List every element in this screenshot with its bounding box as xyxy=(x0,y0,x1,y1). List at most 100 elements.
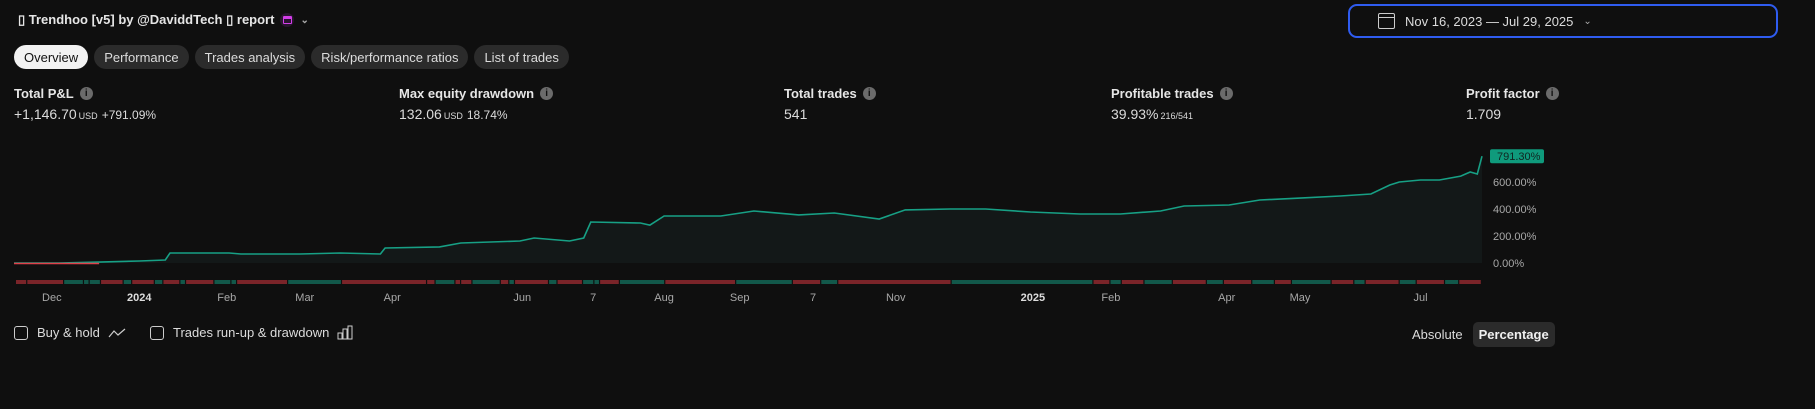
trade-outcome-bar xyxy=(549,280,557,284)
stat-max-drawdown: Max equity drawdown i 132.06 USD 18.74% xyxy=(399,86,554,122)
trade-outcome-bar xyxy=(288,280,341,284)
report-title[interactable]: ▯ Trendhoo [v5] by @DaviddTech ▯ report … xyxy=(18,12,309,28)
trade-outcome-bar xyxy=(1110,280,1121,284)
trade-outcome-bar xyxy=(600,280,619,284)
x-tick-label: Mar xyxy=(295,292,314,304)
trade-outcome-bar xyxy=(951,280,1093,284)
trade-outcome-bar xyxy=(557,280,582,284)
stat-total-trades: Total trades i 541 xyxy=(784,86,876,122)
trade-outcome-bar xyxy=(619,280,665,284)
trade-outcome-bar xyxy=(1206,280,1223,284)
trade-outcome-bar xyxy=(427,280,435,284)
tab-risk-ratios[interactable]: Risk/performance ratios xyxy=(311,45,469,69)
trade-outcome-bar xyxy=(472,280,500,284)
trade-outcome-bar xyxy=(64,280,83,284)
buy-hold-label: Buy & hold xyxy=(37,325,100,340)
date-range-picker[interactable]: Nov 16, 2023 — Jul 29, 2025 ⌄ xyxy=(1348,4,1778,38)
trade-outcome-bar xyxy=(821,280,838,284)
trade-outcome-bar xyxy=(1093,280,1110,284)
stat-label: Max equity drawdown xyxy=(399,86,535,101)
trade-outcome-bar xyxy=(1144,280,1172,284)
x-tick-label: Dec xyxy=(42,292,62,304)
x-tick-label: Apr xyxy=(1218,292,1235,304)
trade-outcome-bar xyxy=(1416,280,1444,284)
x-tick-label: 7 xyxy=(590,292,596,304)
trade-outcome-bar xyxy=(594,280,599,284)
stat-value: 1.709 xyxy=(1466,106,1502,122)
x-tick-label: Jul xyxy=(1414,292,1428,304)
last-value-badge xyxy=(1490,149,1544,164)
trade-outcome-bar xyxy=(435,280,455,284)
chevron-down-icon: ⌄ xyxy=(300,14,309,26)
trade-outcome-bar xyxy=(515,280,548,284)
trade-outcome-bar xyxy=(89,280,100,284)
trade-outcome-bar xyxy=(342,280,426,284)
calendar-icon xyxy=(1378,13,1395,29)
equity-chart[interactable]: 0.00% 200.00% 400.00% 600.00% 791.30% Dec 2024… xyxy=(0,140,1815,310)
stat-unit: USD xyxy=(443,111,463,121)
checkbox[interactable] xyxy=(14,325,28,340)
trade-outcome-bar xyxy=(1365,280,1399,284)
x-tick-label: Feb xyxy=(217,292,236,304)
info-icon[interactable]: i xyxy=(1219,87,1233,100)
info-icon[interactable]: i xyxy=(1545,87,1559,100)
runup-label: Trades run-up & drawdown xyxy=(173,325,330,340)
trade-outcome-bar xyxy=(1399,280,1416,284)
stat-label: Total trades xyxy=(784,86,857,101)
y-tick-label: 400.00% xyxy=(1493,204,1537,216)
trade-outcome-bar xyxy=(1223,280,1252,284)
info-icon[interactable]: i xyxy=(862,87,876,100)
stat-label: Total P&L xyxy=(14,86,74,101)
x-tick-label: Sep xyxy=(730,292,750,304)
line-chart-icon xyxy=(108,328,126,337)
x-tick-label: Nov xyxy=(886,292,906,304)
trade-outcome-bar xyxy=(792,280,821,284)
stat-unit: USD xyxy=(78,111,98,121)
stat-label: Profit factor xyxy=(1466,86,1540,101)
absolute-button[interactable]: Absolute xyxy=(1412,327,1463,342)
runup-drawdown-toggle[interactable]: Trades run-up & drawdown xyxy=(150,325,353,340)
stat-value: 39.93% xyxy=(1111,106,1159,122)
y-tick-label: 0.00% xyxy=(1493,258,1524,270)
info-icon[interactable]: i xyxy=(540,87,554,100)
stat-profit-factor: Profit factor i 1.709 xyxy=(1466,86,1559,122)
chevron-down-icon: ⌄ xyxy=(1583,15,1592,27)
trade-outcome-bar xyxy=(461,280,472,284)
trade-outcome-bar xyxy=(1172,280,1206,284)
stat-value: 132.06 xyxy=(399,106,442,122)
trade-outcome-bar xyxy=(1331,280,1354,284)
trade-outcome-bar xyxy=(455,280,460,284)
tab-performance[interactable]: Performance xyxy=(94,45,189,69)
trade-outcome-bar xyxy=(1275,280,1291,284)
buy-hold-toggle[interactable]: Buy & hold xyxy=(14,325,126,340)
trade-outcome-bar xyxy=(214,280,231,284)
checkbox[interactable] xyxy=(150,325,164,340)
last-value-label: 791.30% xyxy=(1497,151,1541,163)
tab-overview[interactable]: Overview xyxy=(14,45,89,69)
equity-area xyxy=(14,156,1482,263)
trade-outcome-bar xyxy=(1292,280,1331,284)
trade-outcome-bar xyxy=(132,280,154,284)
percentage-button[interactable]: Percentage xyxy=(1472,322,1555,347)
trade-outcome-bar xyxy=(736,280,792,284)
tab-trades-analysis[interactable]: Trades analysis xyxy=(194,45,306,69)
info-icon[interactable]: i xyxy=(79,87,93,100)
trade-outcome-bar xyxy=(1445,280,1459,284)
trade-outcome-bar xyxy=(231,280,236,284)
stat-sub: 216/541 xyxy=(1160,111,1194,121)
trade-outcome-bar xyxy=(665,280,736,284)
trade-outcome-bar xyxy=(154,280,163,284)
trade-outcome-bar xyxy=(1121,280,1144,284)
date-range-text: Nov 16, 2023 — Jul 29, 2025 xyxy=(1405,13,1574,29)
trade-outcome-bar xyxy=(1354,280,1365,284)
trade-outcome-bar xyxy=(838,280,951,284)
x-tick-label: 7 xyxy=(810,292,816,304)
trade-outcome-bar xyxy=(583,280,594,284)
trade-outcome-bar xyxy=(163,280,180,284)
x-tick-label: Feb xyxy=(1101,292,1120,304)
tab-list-of-trades[interactable]: List of trades xyxy=(474,45,569,69)
trade-outcome-bar xyxy=(237,280,288,284)
x-tick-label: Aug xyxy=(654,292,674,304)
y-tick-label: 200.00% xyxy=(1493,231,1537,243)
title-text: ▯ Trendhoo [v5] by @DaviddTech ▯ report xyxy=(18,12,275,27)
